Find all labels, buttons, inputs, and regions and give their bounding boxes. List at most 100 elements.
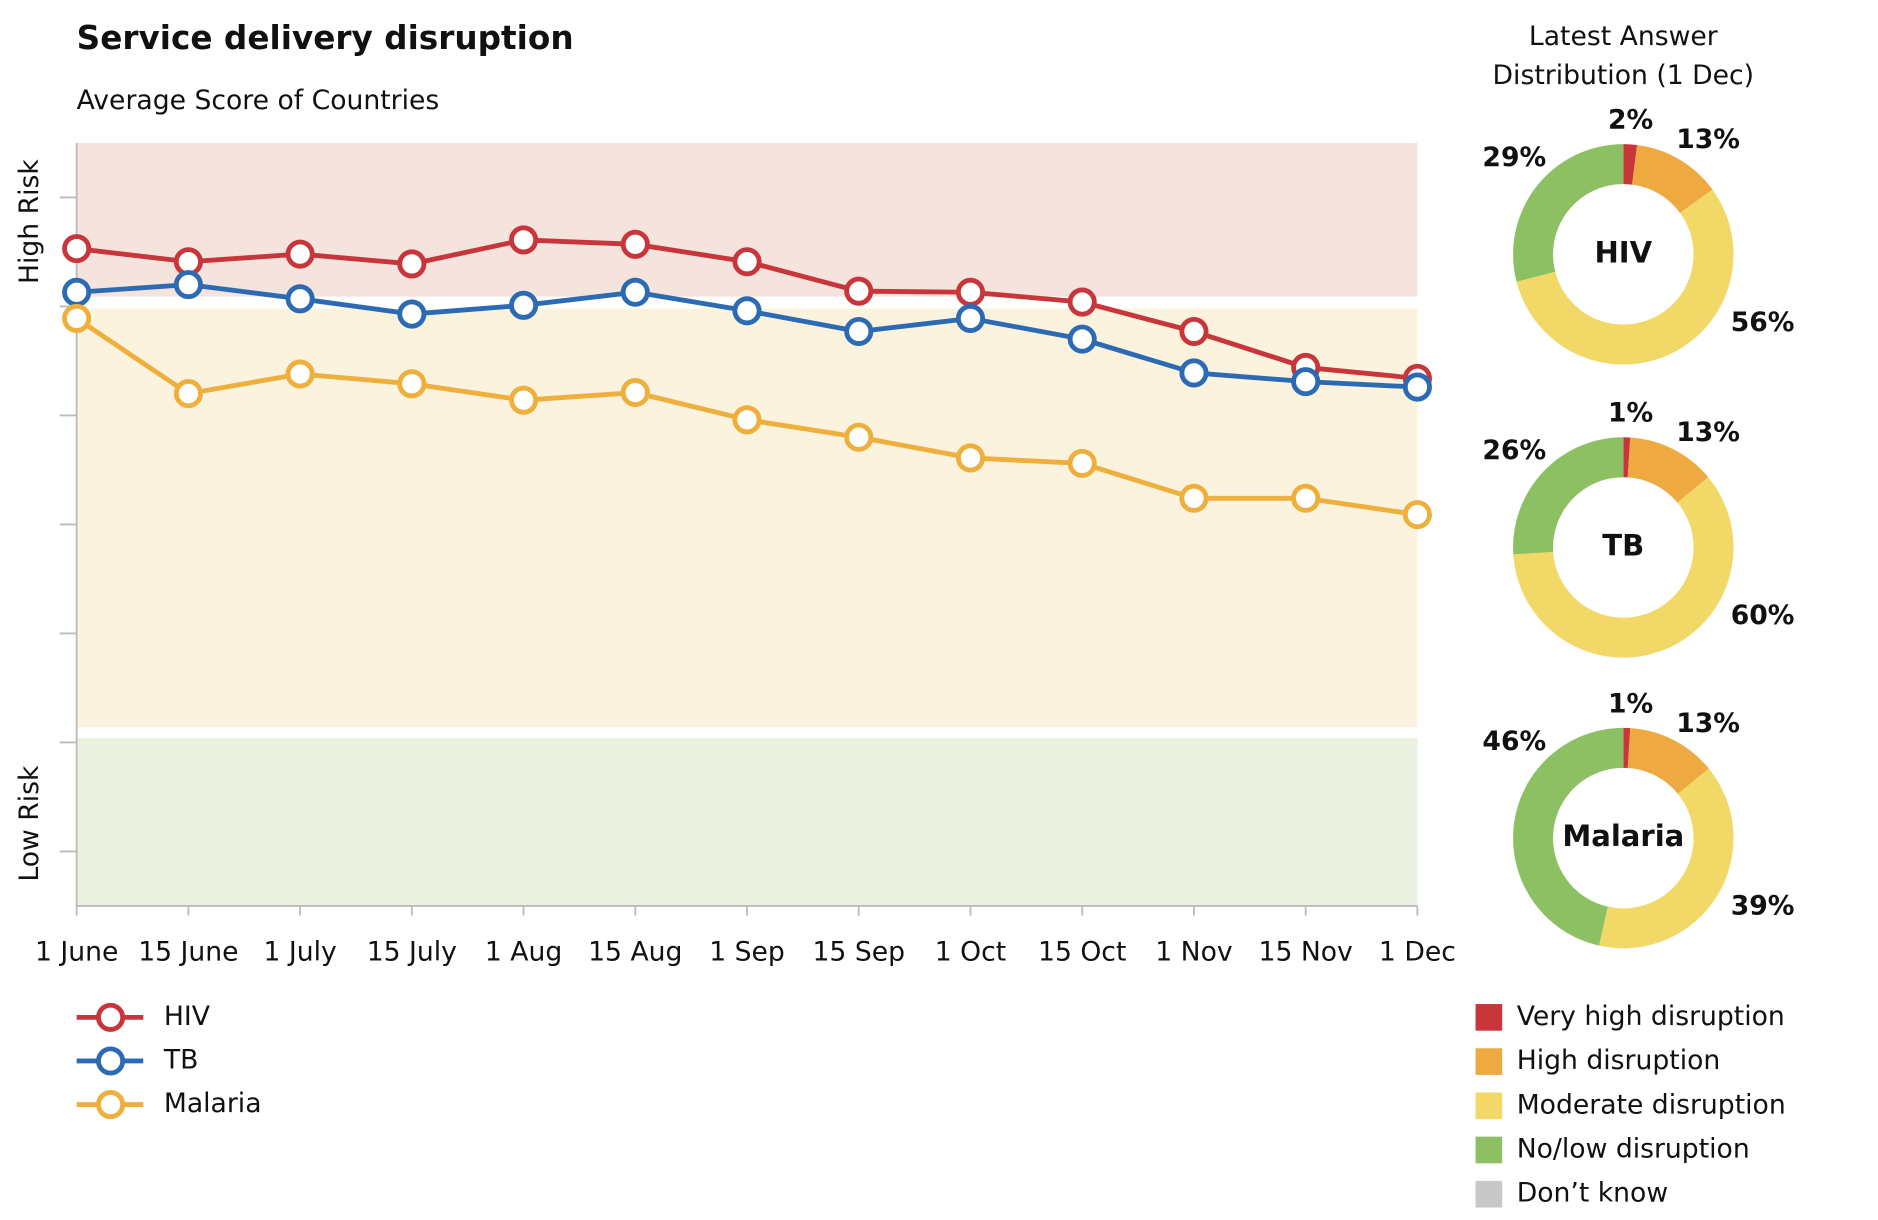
donut-segment	[1599, 768, 1734, 949]
legend-swatch	[1475, 1180, 1503, 1208]
point	[1291, 483, 1321, 513]
point	[620, 378, 650, 408]
point	[732, 405, 762, 435]
donut-segment	[1627, 437, 1709, 503]
data-label: 60%	[1731, 600, 1795, 631]
point	[1067, 448, 1097, 478]
legend-marker	[96, 1002, 126, 1032]
point	[62, 277, 92, 307]
point	[620, 277, 650, 307]
data-label: 26%	[1482, 435, 1546, 466]
point	[285, 284, 315, 314]
point	[173, 379, 203, 409]
point	[732, 296, 762, 326]
donut-center-label: TB	[1602, 528, 1644, 562]
data-label: 1%	[1608, 688, 1653, 719]
x-tick-label: 15 June	[138, 937, 238, 968]
point	[397, 299, 427, 329]
data-label: 29%	[1482, 142, 1546, 173]
point	[62, 303, 92, 333]
x-tick-label: 1 Dec	[1379, 937, 1456, 968]
donut-center-label: Malaria	[1562, 819, 1684, 853]
legend-label: High disruption	[1517, 1045, 1721, 1076]
legend-swatch	[1475, 1092, 1503, 1120]
legend-swatch	[1475, 1004, 1503, 1031]
band-label: Low Risk	[14, 765, 45, 882]
legend-label: TB	[163, 1044, 199, 1075]
donut-segment	[1516, 189, 1734, 365]
legend-marker	[96, 1046, 126, 1076]
donut-title-line: Latest Answer	[1529, 21, 1718, 52]
donut-segment	[1513, 437, 1624, 555]
legend-marker	[96, 1090, 126, 1120]
point	[1179, 316, 1209, 347]
risk-band	[76, 308, 1418, 728]
data-label: 13%	[1676, 417, 1740, 448]
point	[620, 229, 650, 259]
legend-label: HIV	[164, 1001, 210, 1032]
legend-label: Very high disruption	[1517, 1001, 1785, 1032]
x-tick-label: 15 Aug	[588, 937, 682, 968]
point	[732, 247, 762, 277]
x-tick-label: 15 Oct	[1038, 937, 1126, 968]
data-label: 1%	[1608, 398, 1653, 429]
point	[1402, 372, 1432, 402]
point	[509, 225, 539, 255]
x-tick-label: 1 Sep	[709, 937, 785, 968]
data-label: 39%	[1731, 891, 1795, 922]
donut-segment	[1513, 144, 1624, 282]
point	[173, 270, 203, 300]
donut-segment	[1632, 144, 1713, 214]
donut-center-label: HIV	[1594, 235, 1652, 269]
point	[397, 369, 427, 399]
point	[1067, 324, 1097, 354]
data-label: 2%	[1608, 105, 1653, 136]
donut-segment	[1627, 728, 1709, 794]
point	[1179, 358, 1209, 388]
data-label: 56%	[1731, 307, 1795, 338]
x-tick-label: 1 June	[35, 937, 118, 968]
point	[955, 443, 986, 473]
point	[509, 385, 539, 415]
legend-label: Moderate disruption	[1517, 1089, 1786, 1120]
point	[397, 249, 427, 279]
point	[62, 234, 92, 264]
donut-segment	[1623, 144, 1638, 185]
legend-swatch	[1475, 1048, 1503, 1075]
point	[285, 239, 315, 269]
x-tick-label: 1 Aug	[485, 937, 562, 968]
point	[844, 316, 874, 347]
legend-label: Malaria	[164, 1088, 262, 1119]
x-tick-label: 15 Sep	[812, 937, 905, 968]
donut-segment	[1623, 437, 1631, 478]
point	[844, 276, 874, 306]
point	[1067, 287, 1097, 317]
point	[1179, 483, 1209, 513]
point	[1291, 367, 1321, 397]
x-tick-label: 15 Nov	[1259, 937, 1353, 968]
point	[285, 359, 315, 389]
point	[1402, 500, 1432, 530]
donut-segment	[1623, 727, 1631, 769]
band-label: High Risk	[14, 159, 45, 284]
legend-label: Don’t know	[1517, 1178, 1668, 1209]
risk-band	[76, 738, 1418, 906]
data-label: 46%	[1482, 726, 1546, 757]
x-tick-label: 1 Oct	[935, 937, 1006, 968]
donut-title-line: Distribution (1 Dec)	[1493, 60, 1755, 91]
x-tick-label: 1 July	[263, 937, 336, 968]
legend-label: No/low disruption	[1517, 1133, 1750, 1164]
donut-segment	[1513, 727, 1624, 946]
point	[509, 290, 539, 320]
point	[844, 422, 874, 452]
legend-swatch	[1475, 1136, 1503, 1164]
point	[955, 303, 986, 333]
donut-segment	[1513, 477, 1734, 658]
data-label: 13%	[1676, 708, 1740, 739]
x-tick-label: 15 July	[367, 937, 457, 968]
x-tick-label: 1 Nov	[1155, 937, 1232, 968]
point	[955, 277, 986, 307]
chart-title: Service delivery disruption	[77, 19, 574, 57]
chart-subtitle: Average Score of Countries	[77, 85, 440, 116]
